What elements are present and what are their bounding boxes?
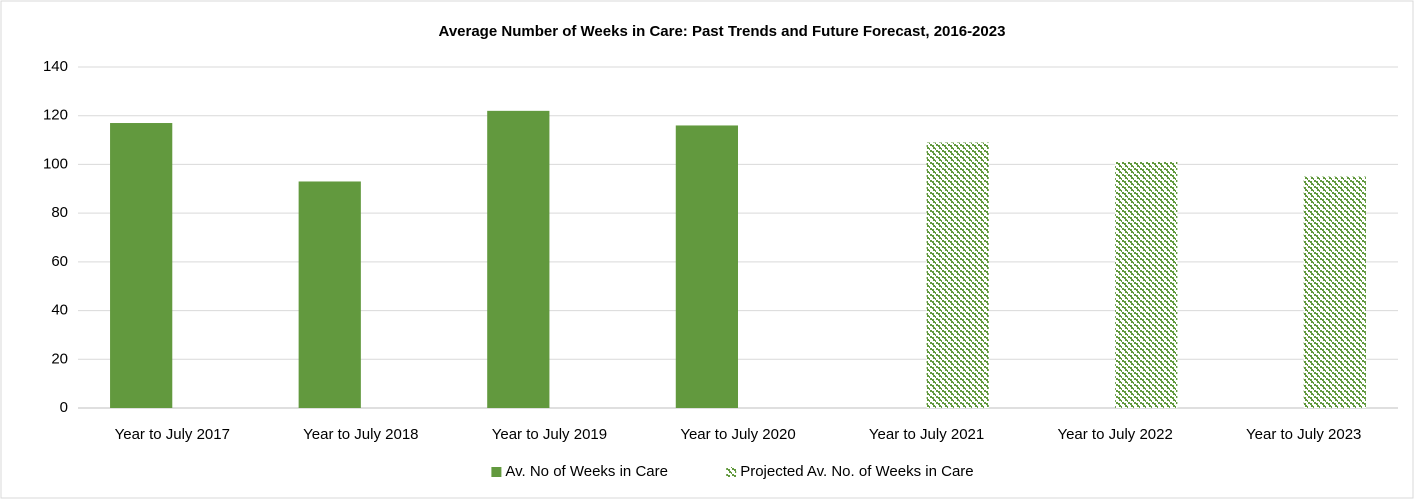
y-tick-label: 60 xyxy=(51,253,68,270)
x-tick-label: Year to July 2018 xyxy=(303,426,418,443)
bar xyxy=(926,142,989,408)
bar xyxy=(110,123,173,409)
legend-swatch xyxy=(726,467,737,477)
bar xyxy=(1303,176,1366,408)
x-tick-label: Year to July 2020 xyxy=(680,426,795,443)
x-tick-label: Year to July 2022 xyxy=(1057,426,1172,443)
x-tick-label: Year to July 2017 xyxy=(115,426,230,443)
y-tick-label: 20 xyxy=(51,350,68,367)
y-tick-label: 40 xyxy=(51,302,68,319)
y-tick-label: 140 xyxy=(43,58,68,75)
y-tick-label: 80 xyxy=(51,204,68,221)
x-tick-label: Year to July 2021 xyxy=(869,426,984,443)
legend-label: Av. No of Weeks in Care xyxy=(505,463,668,480)
legend-label: Projected Av. No. of Weeks in Care xyxy=(740,463,973,480)
y-tick-label: 0 xyxy=(60,399,68,416)
chart-title: Average Number of Weeks in Care: Past Tr… xyxy=(439,23,1006,40)
bar xyxy=(298,181,361,408)
bar xyxy=(1115,161,1178,408)
y-tick-label: 120 xyxy=(43,107,68,124)
legend-swatch xyxy=(491,467,502,477)
bar xyxy=(487,110,550,408)
x-tick-label: Year to July 2019 xyxy=(492,426,607,443)
bar xyxy=(675,125,738,408)
y-tick-label: 100 xyxy=(43,155,68,172)
x-tick-label: Year to July 2023 xyxy=(1246,426,1361,443)
